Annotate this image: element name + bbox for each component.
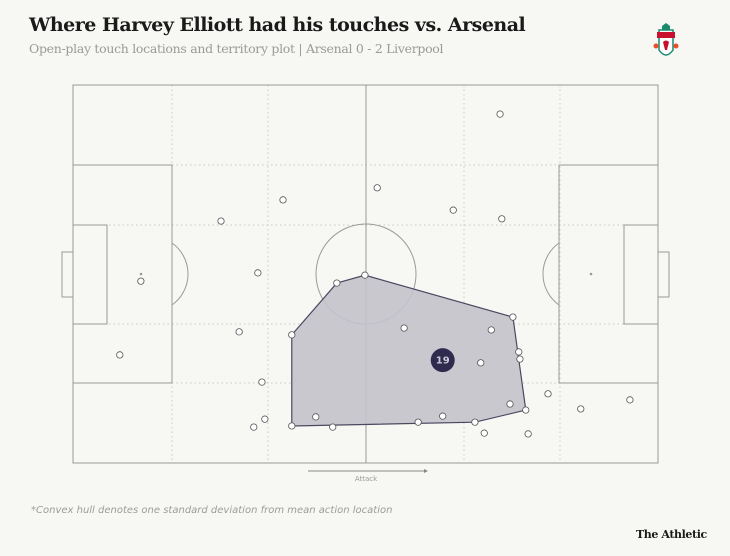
attack-direction: Attack [308, 469, 428, 483]
convex-hull [291, 274, 527, 427]
touch-point [217, 217, 225, 225]
touch-point [477, 359, 485, 367]
touch-point [471, 418, 479, 426]
touch-point [522, 406, 530, 414]
touch-point [439, 412, 447, 420]
chart-subtitle: Open-play touch locations and territory … [29, 41, 444, 56]
touch-point [400, 324, 408, 332]
touch-point [333, 279, 341, 287]
touch-point [449, 206, 457, 214]
touch-point [329, 423, 337, 431]
touch-point [577, 405, 585, 413]
touch-point [524, 430, 532, 438]
touch-point [414, 418, 422, 426]
touch-point [496, 110, 504, 118]
touch-point [516, 355, 524, 363]
chart-title: Where Harvey Elliott had his touches vs.… [29, 14, 526, 36]
touch-point [137, 277, 145, 285]
touch-point [515, 348, 523, 356]
touch-point [373, 184, 381, 192]
touch-point [626, 396, 634, 404]
attack-label: Attack [355, 475, 378, 483]
touch-point [288, 331, 296, 339]
the-athletic-logo: The Athletic [636, 528, 707, 541]
touch-point [487, 326, 495, 334]
touch-point [235, 328, 243, 336]
mean-marker-label: 19 [436, 356, 450, 367]
touch-point [480, 429, 488, 437]
touch-point [250, 423, 258, 431]
touch-point [279, 196, 287, 204]
touch-points [116, 110, 634, 438]
mean-marker: 19 [430, 348, 455, 373]
touch-point [116, 351, 124, 359]
touch-point [544, 390, 552, 398]
touch-point [312, 413, 320, 421]
touch-point [509, 313, 517, 321]
touch-point [361, 271, 369, 279]
touch-point [498, 215, 506, 223]
footnote: *Convex hull denotes one standard deviat… [31, 505, 393, 516]
touch-point [288, 422, 296, 430]
touch-point [258, 378, 266, 386]
touch-point [254, 269, 262, 277]
touch-point [261, 415, 269, 423]
touch-point [506, 400, 514, 408]
liverpool-crest-logo [653, 23, 679, 56]
